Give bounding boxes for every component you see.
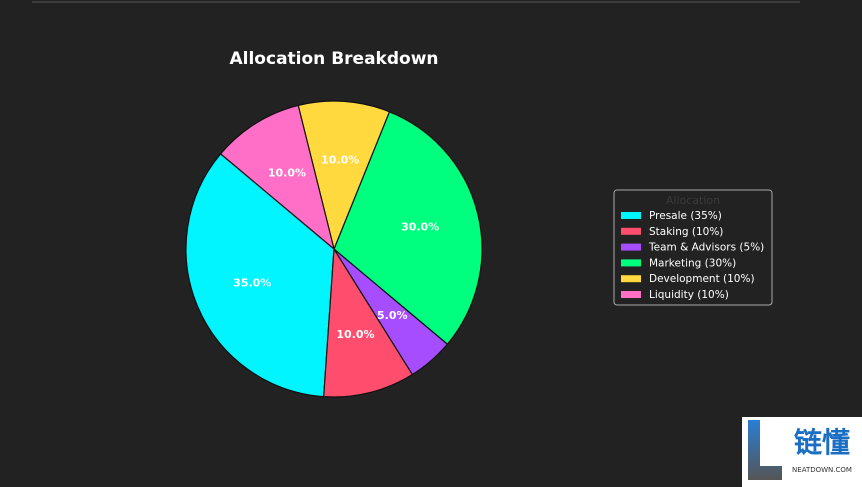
legend-swatch [621, 259, 641, 267]
slice [297, 100, 391, 251]
watermark: 链懂 NEATDOWN.COM [742, 417, 862, 487]
legend-label: Liquidity (10%) [649, 289, 729, 301]
slice-label: 35.0% [233, 277, 271, 290]
watermark-site: NEATDOWN.COM [792, 466, 852, 474]
legend-label: Team & Advisors (5%) [648, 242, 764, 254]
slice-label: 30.0% [401, 221, 439, 234]
chart-title: Allocation Breakdown [230, 49, 439, 69]
pie: 35.0%10.0%5.0%30.0%10.0%10.0% [185, 100, 483, 398]
slice [219, 104, 336, 251]
slice-label: 10.0% [268, 167, 306, 180]
legend-swatch [621, 291, 641, 298]
legend-label: Development (10%) [649, 273, 755, 285]
legend: Allocation Presale (35%) Staking (10%) Tea… [613, 189, 773, 306]
slice [333, 110, 483, 345]
slice-label: 10.0% [321, 153, 359, 166]
legend-swatch [621, 227, 641, 235]
slice [323, 247, 414, 398]
legend-frame [613, 189, 773, 306]
legend-swatch [621, 212, 641, 219]
legend-swatch [621, 275, 641, 283]
slice-label: 5.0% [377, 309, 408, 322]
legend-label: Marketing (30%) [649, 257, 736, 269]
legend-label: Staking (10%) [649, 226, 723, 238]
legend-label: Presale (35%) [649, 210, 722, 222]
legend-title: Allocation [666, 194, 720, 207]
slice-label: 10.0% [336, 328, 374, 341]
watermark-logo [748, 420, 782, 480]
watermark-brand: 链懂 [794, 426, 850, 459]
legend-swatch [621, 243, 641, 251]
slice [185, 153, 335, 398]
